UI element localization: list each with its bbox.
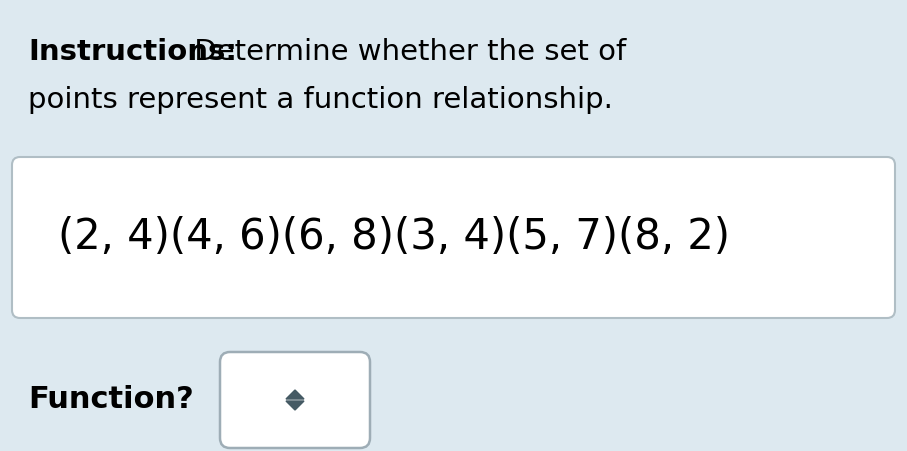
Text: Instructions:: Instructions: (28, 38, 237, 66)
Text: (2, 4)(4, 6)(6, 8)(3, 4)(5, 7)(8, 2): (2, 4)(4, 6)(6, 8)(3, 4)(5, 7)(8, 2) (58, 216, 730, 258)
Polygon shape (286, 401, 304, 410)
FancyBboxPatch shape (12, 157, 895, 318)
Text: Determine whether the set of: Determine whether the set of (185, 38, 626, 66)
FancyBboxPatch shape (220, 352, 370, 448)
Polygon shape (286, 390, 304, 399)
Text: Function?: Function? (28, 386, 194, 414)
Text: points represent a function relationship.: points represent a function relationship… (28, 86, 613, 114)
